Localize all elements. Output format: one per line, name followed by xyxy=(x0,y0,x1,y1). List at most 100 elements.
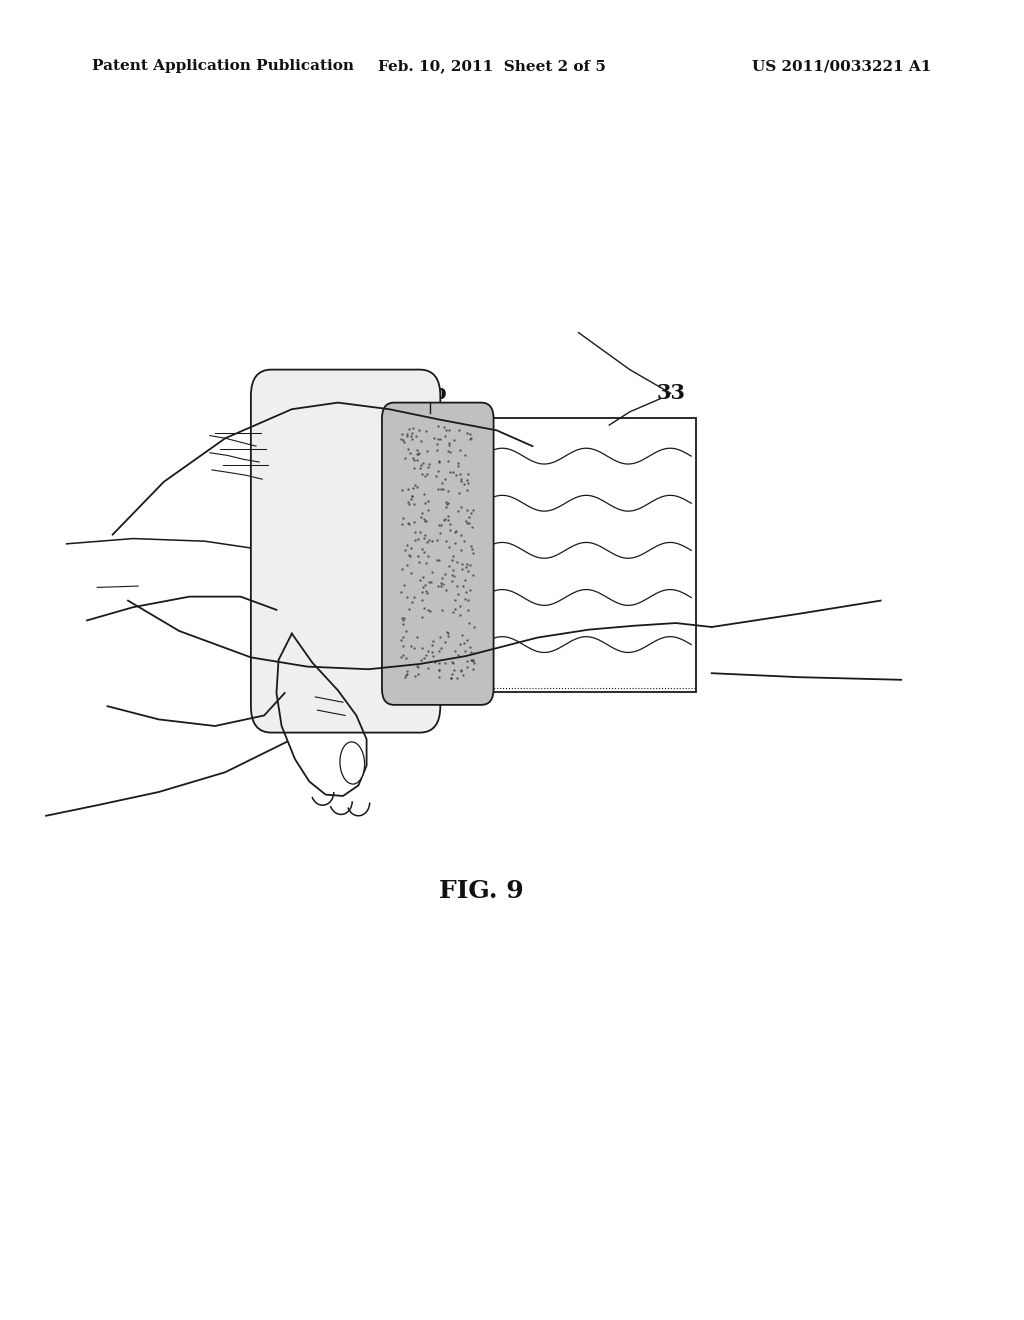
Point xyxy=(439,506,456,527)
Point xyxy=(398,535,415,556)
Point xyxy=(446,533,463,554)
Point xyxy=(456,529,472,550)
Point xyxy=(409,425,425,446)
Point xyxy=(463,649,479,671)
Point xyxy=(446,599,463,620)
Point xyxy=(393,513,410,535)
Point xyxy=(417,524,433,545)
Point xyxy=(410,444,426,465)
Point xyxy=(416,598,432,619)
Point xyxy=(430,479,446,500)
Point xyxy=(443,549,460,570)
Point xyxy=(433,515,450,536)
Point xyxy=(394,635,411,656)
Point xyxy=(444,560,461,581)
Point xyxy=(406,494,422,515)
Point xyxy=(454,624,470,645)
Point xyxy=(414,430,430,451)
Point xyxy=(415,453,431,474)
Point xyxy=(402,537,419,558)
Point xyxy=(445,602,462,623)
Point xyxy=(403,562,420,583)
Point xyxy=(459,651,475,672)
Point xyxy=(447,520,464,541)
Point xyxy=(392,429,409,450)
Point xyxy=(437,496,454,517)
Point xyxy=(438,622,455,643)
Point xyxy=(414,582,430,603)
Point xyxy=(409,627,425,648)
Point xyxy=(460,599,476,620)
Point xyxy=(399,587,416,609)
Point xyxy=(459,512,475,533)
Point xyxy=(399,425,416,446)
Point xyxy=(400,478,417,499)
Point xyxy=(430,416,446,437)
Point xyxy=(451,453,467,474)
Point xyxy=(458,581,474,602)
Point xyxy=(437,469,454,490)
Point xyxy=(432,429,449,450)
Point xyxy=(401,442,418,463)
Point xyxy=(411,545,427,566)
Point xyxy=(407,449,423,470)
Point xyxy=(461,512,477,533)
Point xyxy=(420,499,436,520)
Point xyxy=(430,459,446,480)
Text: 33: 33 xyxy=(656,383,685,403)
Point xyxy=(441,461,458,482)
Point xyxy=(442,668,459,689)
Point xyxy=(440,418,457,440)
Point xyxy=(413,649,429,671)
Point xyxy=(395,507,412,528)
Point xyxy=(453,595,469,616)
Point xyxy=(406,638,422,659)
Point xyxy=(455,664,471,685)
Point xyxy=(465,565,481,586)
Point xyxy=(431,659,447,680)
Point xyxy=(439,494,456,515)
Point xyxy=(400,494,417,515)
Point xyxy=(454,554,470,576)
Point xyxy=(435,478,452,499)
Point xyxy=(407,475,423,496)
Point xyxy=(459,553,475,574)
Point xyxy=(396,539,413,560)
Point xyxy=(431,652,447,673)
Point xyxy=(444,663,461,684)
Point xyxy=(402,425,419,446)
Point xyxy=(449,668,465,689)
Point xyxy=(410,440,426,461)
Point xyxy=(458,511,474,532)
Point xyxy=(424,531,440,552)
Point xyxy=(441,433,458,454)
Point xyxy=(415,576,431,597)
Point xyxy=(433,572,450,593)
Point xyxy=(436,632,453,653)
Point xyxy=(456,474,472,495)
Point xyxy=(436,564,453,585)
Point xyxy=(439,441,456,462)
Point xyxy=(417,511,433,532)
Point xyxy=(464,659,480,680)
Point xyxy=(431,667,447,688)
Point xyxy=(393,630,410,651)
Point xyxy=(419,440,435,461)
Point xyxy=(394,644,411,665)
Point xyxy=(460,463,476,484)
Point xyxy=(419,582,435,603)
Point xyxy=(429,433,445,454)
Point xyxy=(466,653,482,675)
Point xyxy=(462,424,478,445)
Point xyxy=(411,444,427,465)
Point xyxy=(439,480,456,502)
Point xyxy=(440,556,457,577)
Point xyxy=(414,539,430,560)
Point xyxy=(408,529,424,550)
Point xyxy=(418,511,434,532)
Point xyxy=(454,558,470,579)
Point xyxy=(420,640,436,661)
Point xyxy=(401,418,418,440)
Point xyxy=(408,665,424,686)
Point xyxy=(424,561,440,582)
